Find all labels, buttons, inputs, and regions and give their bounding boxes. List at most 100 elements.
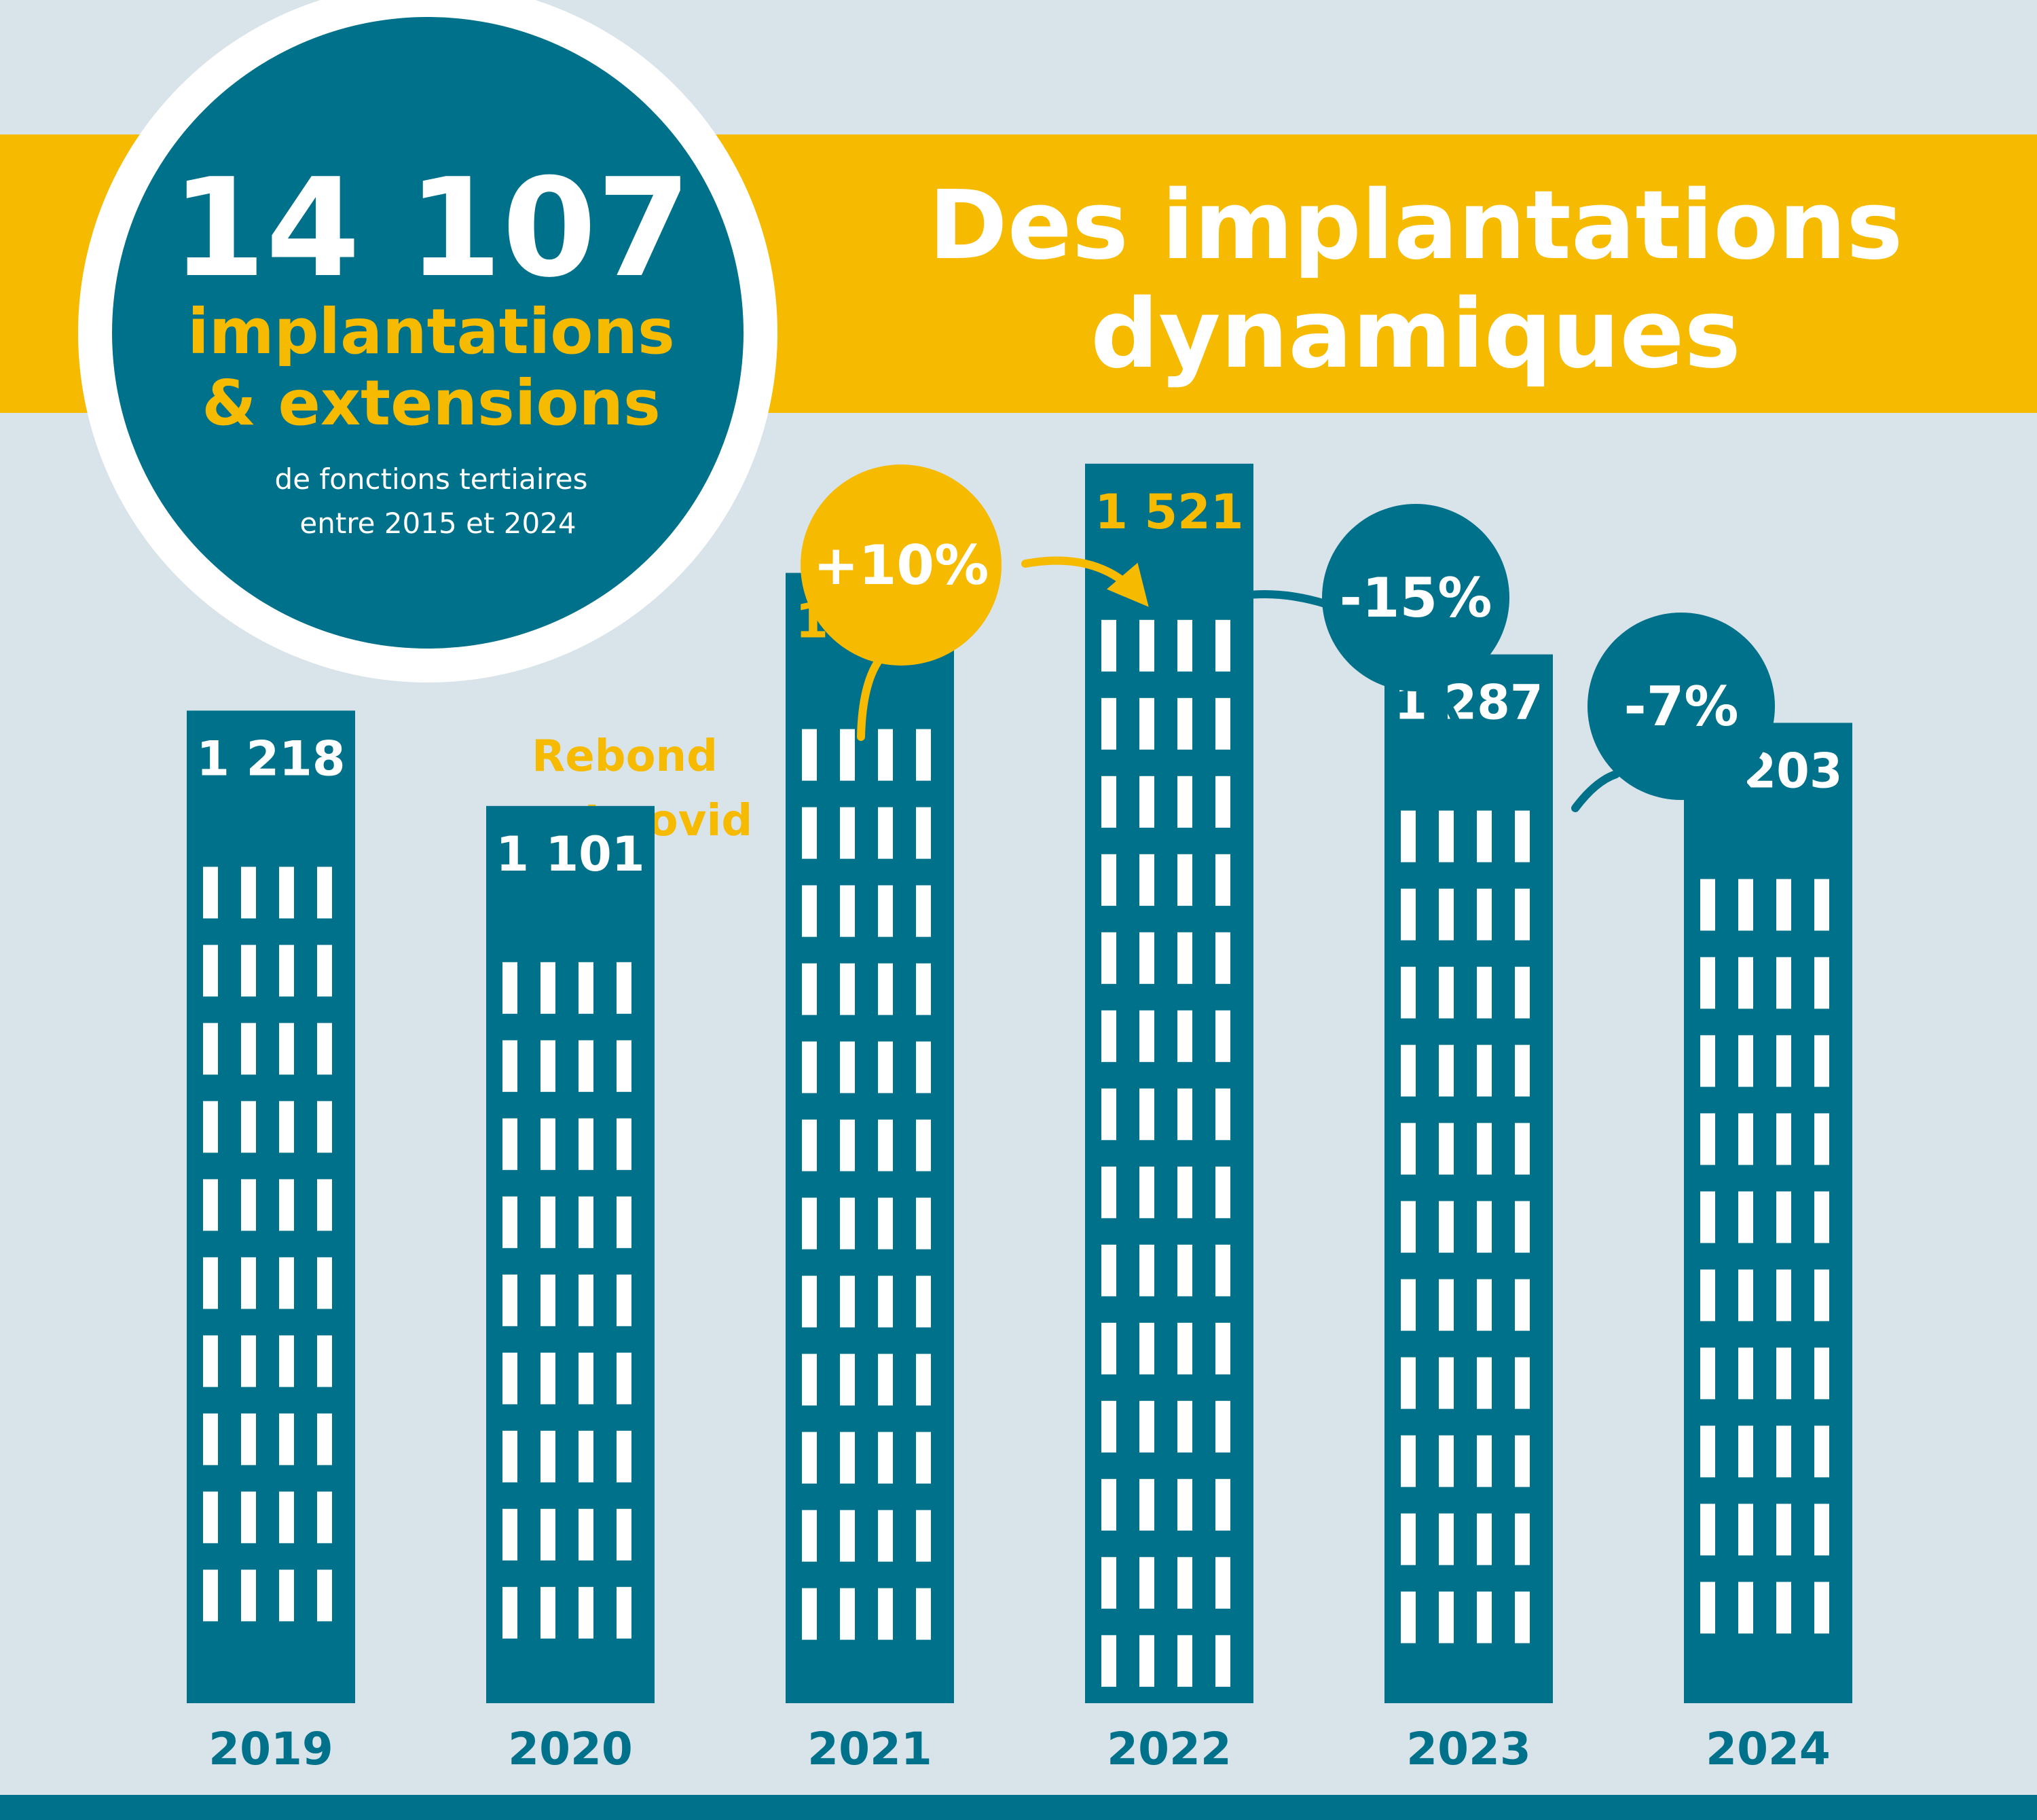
window — [840, 1588, 855, 1640]
window — [317, 1257, 332, 1309]
window — [1401, 1513, 1416, 1565]
window — [1401, 1123, 1416, 1175]
window — [1700, 957, 1715, 1009]
window — [502, 1352, 517, 1404]
window — [540, 1430, 555, 1482]
window — [617, 1196, 631, 1248]
window — [1477, 1123, 1492, 1175]
window — [1439, 1123, 1454, 1175]
window — [317, 1101, 332, 1153]
window — [1439, 1435, 1454, 1487]
window — [1700, 1504, 1715, 1556]
window — [579, 1508, 593, 1561]
window — [1515, 1591, 1530, 1643]
bottom-rule — [0, 1795, 2037, 1820]
window — [1814, 1582, 1829, 1634]
window — [1515, 810, 1530, 862]
window — [279, 1413, 294, 1466]
window — [502, 1040, 517, 1092]
tick-label-2020: 2020 — [508, 1723, 633, 1775]
window — [203, 1179, 218, 1231]
window — [617, 962, 631, 1014]
changes-layer: +10% -15% -7% — [801, 465, 1786, 858]
window — [840, 1041, 855, 1093]
window — [317, 1335, 332, 1387]
window — [878, 1432, 893, 1484]
window — [878, 1197, 893, 1250]
window — [1177, 932, 1192, 984]
window — [1814, 1035, 1829, 1087]
window — [579, 1118, 593, 1170]
window — [1814, 1347, 1829, 1400]
window — [802, 1353, 817, 1406]
tick-label-2019: 2019 — [208, 1723, 333, 1775]
window — [1515, 1201, 1530, 1253]
window — [1515, 966, 1530, 1019]
window — [1101, 1010, 1116, 1062]
window — [1401, 888, 1416, 941]
headline-line2: & extensions — [202, 367, 661, 439]
window — [579, 1274, 593, 1326]
window — [1177, 1244, 1192, 1296]
window — [203, 1257, 218, 1309]
window — [878, 729, 893, 781]
window — [1215, 1010, 1230, 1062]
window — [916, 1041, 931, 1093]
window — [241, 1413, 256, 1466]
window — [840, 963, 855, 1015]
window — [878, 963, 893, 1015]
window — [203, 1101, 218, 1153]
window — [502, 1274, 517, 1326]
window — [1439, 1044, 1454, 1097]
window — [317, 1491, 332, 1544]
window — [1101, 1322, 1116, 1375]
window — [878, 1041, 893, 1093]
window — [1515, 1357, 1530, 1409]
window — [1738, 1035, 1753, 1087]
window — [1738, 1504, 1753, 1556]
window — [617, 1586, 631, 1639]
window — [1477, 810, 1492, 862]
window — [540, 1508, 555, 1561]
window — [502, 1196, 517, 1248]
window — [1215, 1166, 1230, 1218]
window — [1700, 1582, 1715, 1634]
window — [1700, 1113, 1715, 1165]
window — [1776, 1113, 1791, 1165]
window — [1139, 697, 1154, 750]
window — [1401, 1591, 1416, 1643]
window — [802, 1197, 817, 1250]
headline-sub1: de fonctions tertiaires — [275, 462, 588, 496]
window — [203, 1569, 218, 1622]
window — [1139, 1166, 1154, 1218]
window — [241, 1023, 256, 1075]
window — [840, 729, 855, 781]
window — [1439, 1201, 1454, 1253]
window — [1401, 1201, 1416, 1253]
window — [878, 1275, 893, 1328]
window — [878, 1353, 893, 1406]
window — [241, 1569, 256, 1622]
window — [279, 1491, 294, 1544]
window — [802, 1510, 817, 1562]
window — [241, 1491, 256, 1544]
window — [1177, 619, 1192, 672]
window — [802, 1119, 817, 1171]
window — [1439, 888, 1454, 941]
window — [916, 1197, 931, 1250]
window — [1215, 1322, 1230, 1375]
window — [1738, 1425, 1753, 1478]
window — [540, 1196, 555, 1248]
window — [540, 1586, 555, 1639]
change-label: +10% — [813, 534, 989, 597]
window — [203, 945, 218, 997]
value-label-2019: 1 218 — [196, 731, 345, 786]
window — [579, 1430, 593, 1482]
window — [1101, 932, 1116, 984]
window — [1101, 619, 1116, 672]
window — [1776, 1582, 1791, 1634]
change-arrow — [1201, 590, 1332, 608]
